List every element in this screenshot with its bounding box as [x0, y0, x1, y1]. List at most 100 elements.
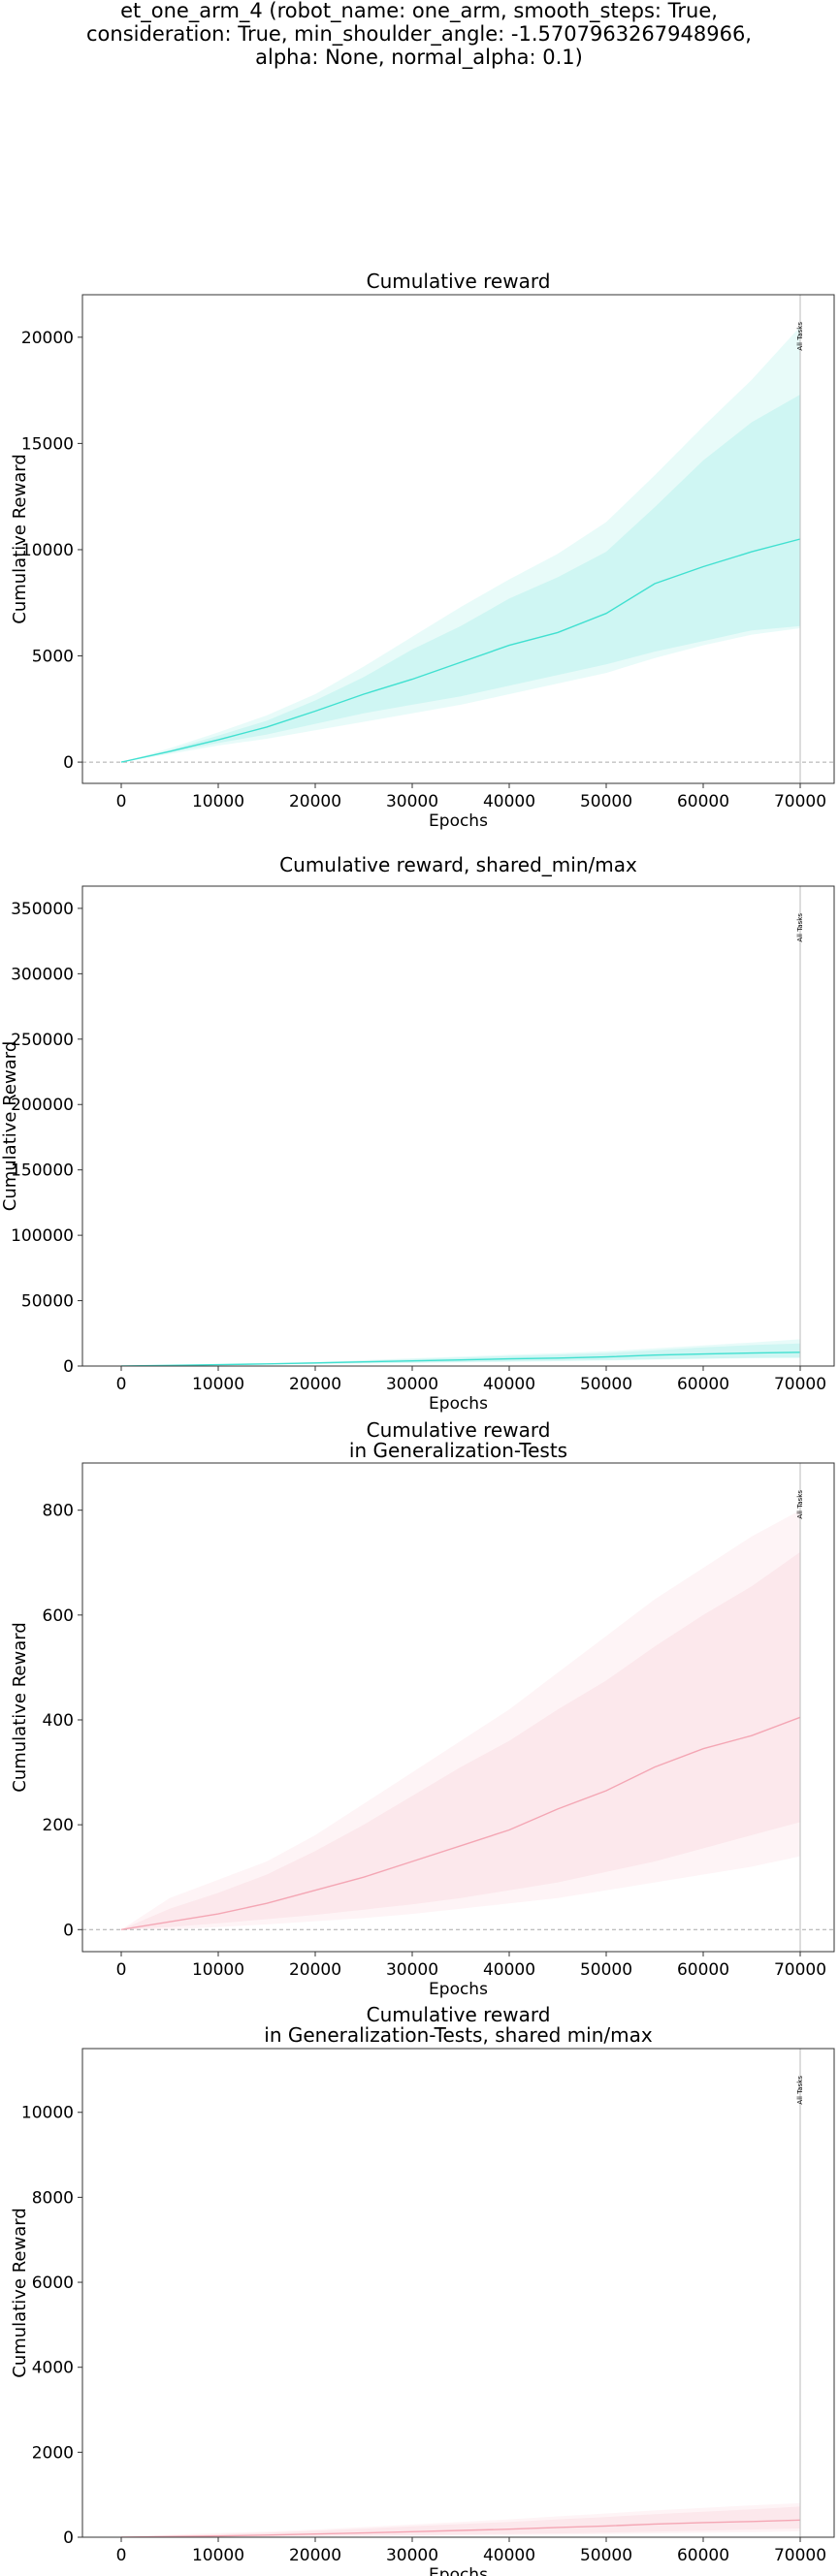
x-axis-label: Epochs — [429, 2565, 488, 2576]
x-tick-label: 20000 — [289, 1375, 341, 1394]
x-tick-label: 40000 — [483, 1960, 535, 1980]
y-tick-label: 0 — [63, 1921, 74, 1940]
y-tick-label: 2000 — [32, 2443, 74, 2463]
y-tick-label: 8000 — [32, 2188, 74, 2208]
x-tick-label: 10000 — [192, 792, 244, 811]
x-tick-label: 60000 — [677, 2546, 729, 2565]
x-tick-label: 60000 — [677, 792, 729, 811]
y-tick-label: 250000 — [11, 1031, 74, 1050]
x-tick-label: 0 — [116, 1375, 127, 1394]
x-tick-label: 10000 — [192, 2546, 244, 2565]
y-tick-label: 5000 — [32, 648, 74, 667]
y-tick-label: 600 — [43, 1606, 74, 1626]
x-axis-label: Epochs — [429, 1980, 488, 1999]
x-tick-label: 30000 — [386, 792, 438, 811]
y-tick-label: 300000 — [11, 965, 74, 984]
x-tick-label: 40000 — [483, 792, 535, 811]
plot-area — [82, 1510, 834, 1930]
figure-title: et_one_arm_4 (robot_name: one_arm, smoot… — [86, 0, 752, 70]
vline-label: All Tasks — [796, 2076, 804, 2105]
plot-area — [82, 326, 834, 763]
x-tick-label: 30000 — [386, 2546, 438, 2565]
x-tick-label: 20000 — [289, 2546, 341, 2565]
chart-title-line: in Generalization-Tests — [349, 1439, 567, 1462]
x-tick-label: 70000 — [774, 2546, 826, 2565]
x-tick-label: 40000 — [483, 1375, 535, 1394]
x-tick-label: 0 — [116, 792, 127, 811]
plot-area — [82, 1339, 834, 1366]
mean-line — [120, 538, 801, 763]
y-tick-label: 0 — [63, 1357, 74, 1377]
y-tick-label: 100000 — [11, 1226, 74, 1246]
y-tick-label: 15000 — [21, 434, 74, 454]
y-tick-label: 0 — [63, 753, 74, 773]
x-tick-label: 30000 — [386, 1960, 438, 1980]
inner-band — [121, 395, 800, 763]
x-tick-label: 0 — [116, 2546, 127, 2565]
y-tick-label: 50000 — [21, 1292, 74, 1312]
y-tick-label: 20000 — [21, 329, 74, 348]
mean-line — [120, 1352, 801, 1366]
x-tick-label: 20000 — [289, 792, 341, 811]
outer-band — [121, 1339, 800, 1366]
x-tick-label: 70000 — [774, 1960, 826, 1980]
x-axis-label: Epochs — [429, 1394, 488, 1414]
y-tick-label: 350000 — [11, 900, 74, 919]
y-tick-label: 10000 — [21, 2104, 74, 2123]
y-tick-label: 0 — [63, 2528, 74, 2548]
x-tick-label: 40000 — [483, 2546, 535, 2565]
mean-line — [120, 1716, 801, 1930]
y-tick-label: 200000 — [11, 1096, 74, 1115]
x-tick-label: 50000 — [580, 1960, 632, 1980]
vline-label: All Tasks — [796, 1490, 804, 1519]
x-tick-label: 60000 — [677, 1375, 729, 1394]
y-tick-label: 6000 — [32, 2274, 74, 2293]
figure-title-line: alpha: None, normal_alpha: 0.1) — [255, 46, 583, 70]
x-tick-label: 30000 — [386, 1375, 438, 1394]
vline-label: All Tasks — [796, 913, 804, 942]
x-tick-label: 0 — [116, 1960, 127, 1980]
x-tick-label: 20000 — [289, 1960, 341, 1980]
figure-title-line: et_one_arm_4 (robot_name: one_arm, smoot… — [120, 0, 718, 23]
axes-frame — [81, 885, 835, 1367]
outer-band — [121, 1510, 800, 1930]
y-tick-label: 10000 — [21, 541, 74, 560]
x-tick-label: 10000 — [192, 1960, 244, 1980]
x-tick-label: 70000 — [774, 1375, 826, 1394]
chart-title-line: in Generalization-Tests, shared min/max — [264, 2023, 653, 2047]
axes-frame — [81, 1462, 835, 1953]
chart-title-line: Cumulative reward — [367, 1418, 551, 1442]
y-tick-label: 150000 — [11, 1161, 74, 1181]
x-axis-label: Epochs — [429, 811, 488, 831]
chart-panel-2: All Tasks 0 10000 20000 30000 40000 50000 60000… — [0, 853, 835, 1414]
outer-band — [121, 326, 800, 763]
y-axis-label: Cumulative Reward — [10, 1622, 30, 1793]
inner-band — [121, 2506, 800, 2537]
x-tick-label: 50000 — [580, 1375, 632, 1394]
mean-line — [120, 2519, 801, 2537]
chart-title-line: Cumulative reward — [367, 270, 551, 293]
axes-frame — [81, 2048, 835, 2538]
axes-frame — [81, 294, 835, 784]
x-tick-label: 60000 — [677, 1960, 729, 1980]
y-axis-label: Cumulative Reward — [10, 2208, 30, 2378]
y-axis-label: Cumulative Reward — [0, 1041, 20, 1212]
x-tick-label: 50000 — [580, 792, 632, 811]
y-tick-label: 4000 — [32, 2359, 74, 2378]
x-tick-label: 70000 — [774, 792, 826, 811]
vline-label: All Tasks — [796, 322, 804, 351]
outer-band — [121, 2502, 800, 2537]
y-tick-label: 200 — [43, 1816, 74, 1835]
chart-title-line: Cumulative reward — [367, 2003, 551, 2026]
plot-area — [82, 2502, 834, 2537]
chart-title-line: Cumulative reward, shared_min/max — [279, 853, 637, 876]
chart-panel-3: All Tasks 0 10000 20000 30000 40000 50000 60000… — [10, 1418, 835, 1999]
figure-title-line: consideration: True, min_shoulder_angle:… — [86, 22, 752, 47]
y-tick-label: 800 — [43, 1502, 74, 1521]
y-tick-label: 400 — [43, 1711, 74, 1731]
x-tick-label: 10000 — [192, 1375, 244, 1394]
